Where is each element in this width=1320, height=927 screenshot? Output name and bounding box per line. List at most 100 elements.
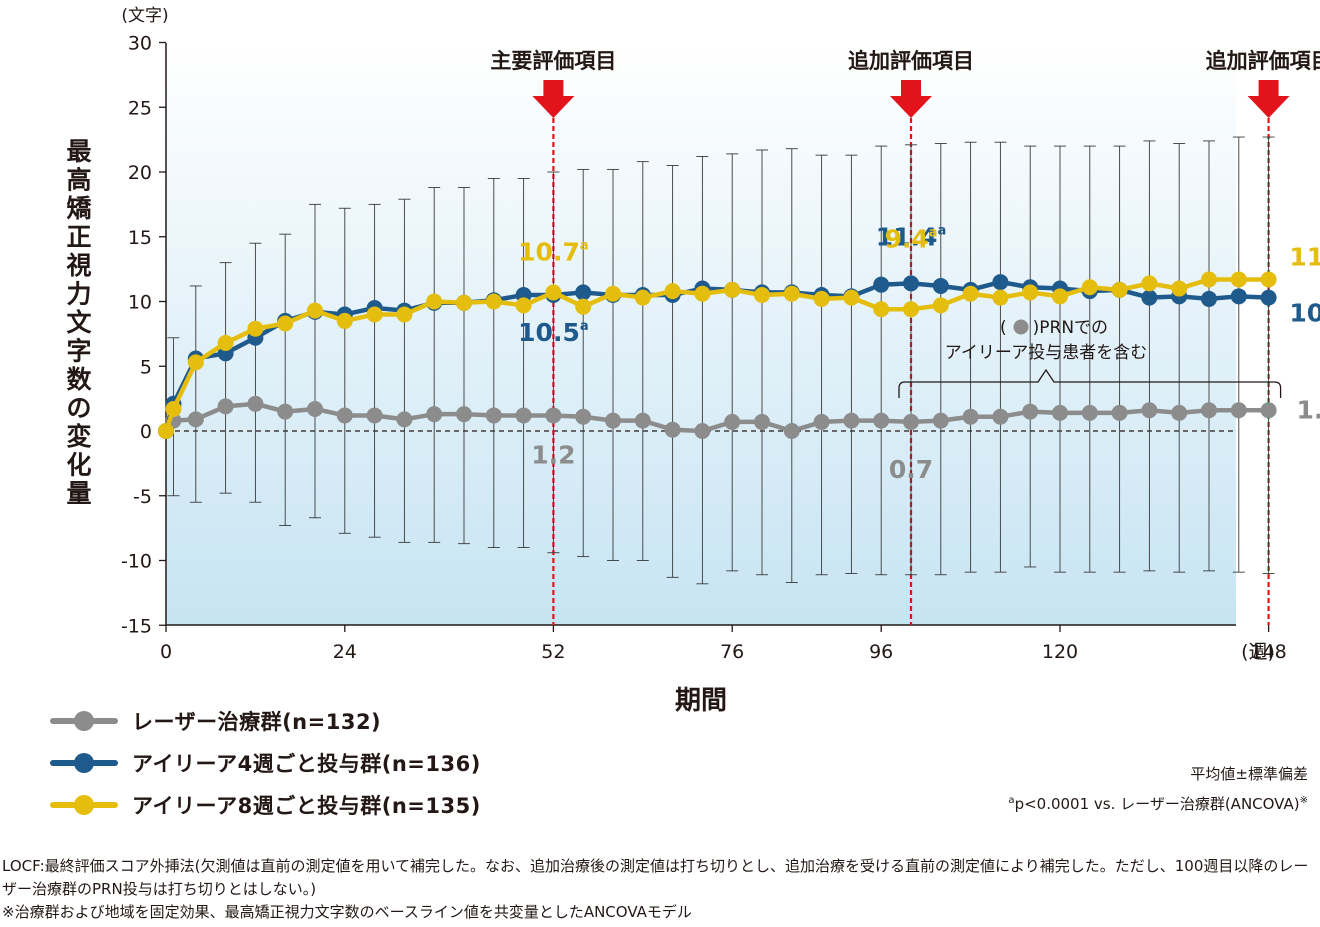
point-eylea-8w	[634, 289, 651, 306]
point-laser	[992, 408, 1009, 425]
y-tick-label: 25	[128, 97, 152, 119]
mean-sd-note: 平均値±標準偏差	[1190, 765, 1308, 783]
point-laser	[247, 395, 264, 412]
point-eylea-8w	[165, 400, 182, 417]
point-eylea-8w	[1141, 275, 1158, 292]
point-laser	[962, 408, 979, 425]
reference-arrow-icon	[1247, 80, 1290, 118]
footnotes: LOCF:最終評価スコア外挿法(欠測値は直前の測定値を用いて補完した。なお、追加…	[2, 855, 1318, 924]
y-tick-label: 0	[140, 421, 152, 443]
point-laser	[307, 400, 323, 417]
x-tick-label: 24	[333, 641, 357, 663]
point-laser	[515, 407, 532, 424]
point-laser	[575, 408, 592, 425]
data-label-eylea-4w: 10.5a	[518, 318, 588, 347]
reference-label: 追加評価項目	[848, 49, 974, 73]
point-eylea-8w	[158, 423, 174, 439]
point-eylea-8w	[426, 293, 443, 310]
point-laser	[1022, 403, 1039, 420]
point-eylea-8w	[724, 281, 741, 298]
point-laser	[813, 413, 830, 430]
x-tick-label: 96	[869, 641, 893, 663]
point-eylea-8w	[545, 284, 562, 301]
point-eylea-8w	[1052, 288, 1068, 305]
point-eylea-8w	[1171, 280, 1188, 297]
chart-plot: -15 -10 -5 0 5 10 15 20 25 30 0 24 52 76 96 120 148 (文字) (…	[66, 6, 1320, 716]
point-laser	[873, 412, 890, 429]
legend-label-eylea-8w: アイリーア8週ごと投与群(n=135)	[132, 794, 481, 818]
point-laser	[336, 407, 353, 424]
point-eylea-8w	[217, 334, 234, 351]
point-eylea-8w	[873, 301, 890, 318]
point-eylea-8w	[247, 320, 264, 337]
point-eylea-8w	[336, 312, 353, 329]
point-laser	[485, 407, 502, 424]
point-eylea-8w	[992, 289, 1009, 306]
point-eylea-8w	[485, 293, 502, 310]
prn-annotation-line2: アイリーア投与患者を含む	[945, 343, 1147, 363]
y-tick-label: 5	[140, 356, 152, 378]
point-laser	[187, 411, 204, 428]
y-tick-label: 15	[128, 227, 152, 249]
point-laser	[1111, 404, 1128, 421]
point-laser	[754, 413, 770, 430]
point-laser	[932, 412, 949, 429]
point-eylea-8w	[1260, 271, 1277, 288]
point-eylea-4w	[1230, 288, 1247, 305]
point-laser	[277, 403, 294, 420]
point-laser	[396, 411, 413, 428]
y-tick-label: -10	[121, 551, 152, 573]
data-label-eylea-4w: 11.4a	[876, 222, 946, 251]
point-eylea-8w	[1201, 271, 1217, 288]
data-label-laser: 1.6	[1296, 395, 1320, 424]
x-axis-title: 期間	[675, 686, 727, 716]
point-laser	[545, 407, 562, 424]
legend-item-eylea-4w: アイリーア4週ごと投与群(n=136)	[50, 742, 481, 784]
reference-arrow-icon	[890, 80, 932, 118]
point-eylea-4w	[992, 274, 1009, 291]
legend-label-laser: レーザー治療群(n=132)	[132, 710, 382, 734]
legend-item-laser: レーザー治療群(n=132)	[50, 700, 481, 742]
point-eylea-8w	[575, 298, 592, 315]
data-label-eylea-4w: 10.3a	[1289, 299, 1320, 328]
y-tick-label: 10	[128, 292, 152, 314]
point-eylea-8w	[1111, 281, 1128, 298]
reference-label: 主要評価項目	[490, 49, 616, 73]
x-unit-label: (週)	[1241, 641, 1275, 663]
x-tick-label: 0	[160, 641, 172, 663]
point-laser	[1171, 404, 1188, 421]
point-eylea-8w	[932, 297, 949, 314]
y-tick-label: 20	[128, 162, 152, 184]
point-eylea-8w	[783, 285, 800, 302]
point-laser	[217, 398, 234, 415]
ancova-note: ※治療群および地域を固定効果、最高矯正視力文字数のベースライン値を共変量としたA…	[2, 903, 692, 921]
data-label-eylea-8w: 11.7a	[1289, 242, 1320, 271]
legend-item-eylea-8w: アイリーア8週ごと投与群(n=135)	[50, 784, 481, 826]
x-tick-label: 76	[720, 641, 744, 663]
x-tick-label: 52	[541, 641, 565, 663]
point-laser	[1201, 402, 1217, 419]
point-eylea-8w	[515, 297, 532, 314]
point-eylea-8w	[456, 294, 472, 311]
reference-arrow-icon	[532, 80, 575, 118]
legend-swatch-eylea-8w	[50, 795, 118, 815]
data-label-eylea-8w: 10.7a	[518, 237, 588, 266]
legend-swatch-eylea-4w	[50, 753, 118, 773]
point-eylea-8w	[813, 290, 830, 307]
x-tick-label: 148	[1250, 641, 1286, 663]
point-laser	[605, 412, 621, 429]
point-eylea-8w	[277, 315, 294, 332]
point-laser	[724, 413, 741, 430]
plot-background	[166, 43, 1236, 625]
y-unit-label: (文字)	[121, 6, 168, 26]
point-eylea-8w	[366, 306, 383, 323]
point-eylea-8w	[962, 285, 979, 302]
point-laser	[1141, 402, 1158, 419]
point-eylea-4w	[575, 284, 592, 301]
point-eylea-8w	[694, 285, 711, 302]
point-eylea-8w	[903, 301, 919, 318]
y-tick-label: -15	[121, 615, 152, 637]
point-laser	[783, 423, 800, 439]
point-eylea-8w	[843, 289, 860, 306]
point-eylea-8w	[307, 302, 323, 319]
